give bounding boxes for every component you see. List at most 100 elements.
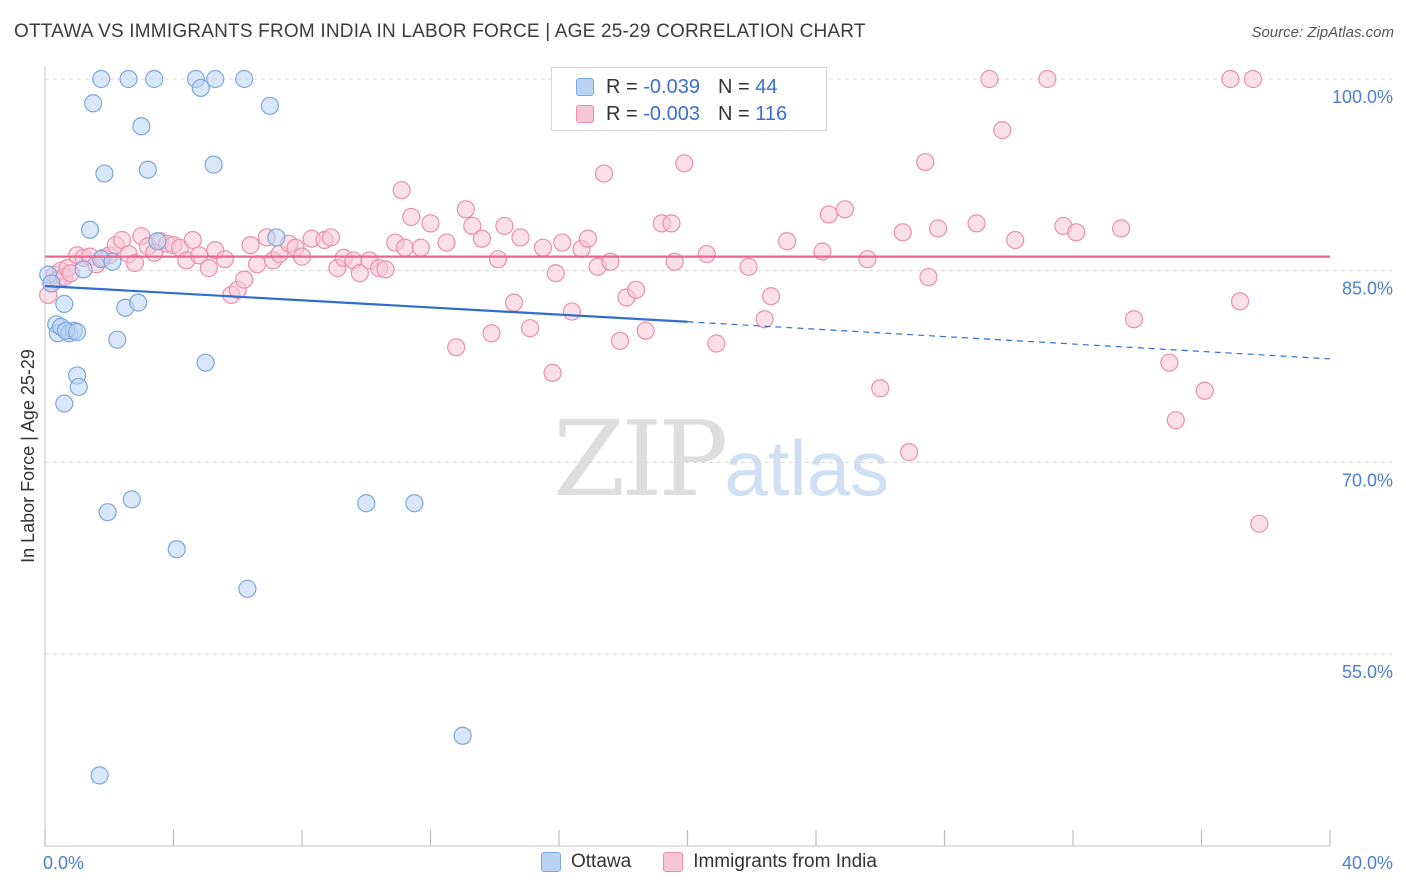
ottawa-point	[84, 94, 103, 113]
india-point	[900, 443, 919, 462]
india-point	[578, 229, 598, 248]
ottawa-point	[405, 494, 424, 513]
india-point	[183, 230, 202, 250]
watermark: ZIPatlas	[553, 398, 889, 520]
y-axis-label: In Labor Force | Age 25-29	[18, 349, 38, 563]
india-point	[675, 154, 694, 173]
india-point	[395, 238, 414, 257]
india-point	[543, 363, 562, 382]
india-point	[504, 293, 524, 312]
ottawa-point	[129, 293, 148, 312]
india-point	[1166, 411, 1185, 430]
india-point	[594, 164, 614, 183]
india-point	[819, 205, 838, 224]
ottawa-point	[235, 69, 254, 89]
india-point	[495, 216, 514, 236]
legend-r-label: R =	[606, 102, 638, 125]
india-point	[1243, 69, 1263, 89]
india-point	[777, 232, 797, 251]
legend-label-ottawa: Ottawa	[571, 851, 632, 872]
grid	[45, 78, 1392, 655]
india-point	[761, 287, 781, 306]
legend-row-india: R = -0.003 N = 116	[576, 101, 787, 127]
india-point	[1221, 69, 1240, 89]
india-point	[247, 255, 267, 274]
ottawa-swatch	[576, 78, 594, 96]
ottawa-trend-line	[44, 284, 688, 323]
india-point	[835, 200, 855, 219]
india-point	[411, 238, 430, 257]
india-point	[437, 233, 456, 252]
india-point	[125, 253, 145, 273]
india-point	[697, 244, 716, 264]
series-legend: Ottawa Immigrants from India	[541, 851, 909, 873]
source-label: Source: ZipAtlas.com	[1251, 24, 1394, 41]
legend-label-india: Immigrants from India	[693, 851, 877, 872]
india-point	[662, 214, 681, 233]
x-tick-label: 0.0%	[43, 853, 84, 873]
chart-title: OTTAWA VS IMMIGRANTS FROM INDIA IN LABOR…	[14, 21, 866, 42]
ottawa-trend-extension	[687, 321, 1331, 360]
india-point	[421, 214, 440, 233]
ottawa-point	[138, 160, 157, 179]
india-point	[967, 214, 986, 233]
india-point	[1160, 353, 1179, 372]
india-point	[511, 228, 530, 247]
ottawa-point	[90, 766, 109, 785]
india-point	[993, 121, 1012, 140]
legend-r-value: -0.039	[643, 75, 700, 98]
ottawa-point	[122, 490, 141, 509]
ottawa-point	[145, 69, 164, 89]
india-point	[215, 250, 234, 269]
legend-n-label: N =	[717, 102, 750, 125]
ottawa-point	[238, 579, 257, 598]
india-point	[893, 223, 912, 242]
y-tick-label: 100.0%	[1332, 87, 1393, 107]
legend-item-india[interactable]: Immigrants from India	[663, 851, 877, 873]
india-point	[755, 310, 774, 329]
india-point	[562, 302, 581, 321]
ottawa-point	[55, 294, 74, 313]
ottawa-point	[453, 726, 472, 745]
india-point	[463, 216, 482, 236]
legend-n-value: 44	[755, 75, 778, 98]
india-point	[488, 250, 508, 269]
ottawa-point	[357, 494, 376, 513]
india-point	[610, 331, 630, 351]
india-point	[533, 238, 553, 257]
india-swatch	[663, 852, 684, 872]
india-point	[858, 250, 877, 269]
ottawa-point	[55, 394, 74, 413]
india-point	[199, 259, 218, 278]
ottawa-point	[204, 155, 223, 174]
watermark-zip: ZIP	[553, 398, 728, 520]
india-point	[376, 260, 395, 279]
india-point	[447, 338, 466, 357]
india-point	[707, 334, 726, 353]
india-point	[636, 321, 655, 340]
legend-n-value: 116	[755, 102, 788, 125]
ottawa-point	[98, 503, 117, 522]
ottawa-point	[148, 232, 167, 251]
ottawa-points	[39, 69, 472, 785]
ottawa-point	[206, 69, 225, 89]
ottawa-point	[191, 78, 210, 98]
india-point	[190, 246, 209, 265]
ottawa-point	[196, 353, 215, 372]
x-tick-label: 40.0%	[1342, 853, 1393, 873]
legend-item-ottawa[interactable]: Ottawa	[541, 851, 631, 873]
india-point	[871, 379, 890, 398]
y-tick-label: 85.0%	[1342, 279, 1393, 299]
tick-labels: 100.0% 85.0% 70.0% 55.0% 0.0% 40.0% In Labor F…	[18, 87, 1393, 873]
y-tick-label: 55.0%	[1342, 662, 1393, 682]
legend-n-label: N =	[717, 75, 750, 98]
ottawa-point	[267, 228, 286, 247]
watermark-atlas: atlas	[724, 424, 890, 512]
india-point	[392, 181, 411, 200]
india-point	[919, 267, 938, 287]
india-point	[321, 228, 341, 247]
india-point	[1250, 514, 1269, 533]
correlation-legend: R = -0.039 N = 44 R = -0.003 N = 116	[551, 67, 827, 131]
india-point	[350, 264, 369, 283]
